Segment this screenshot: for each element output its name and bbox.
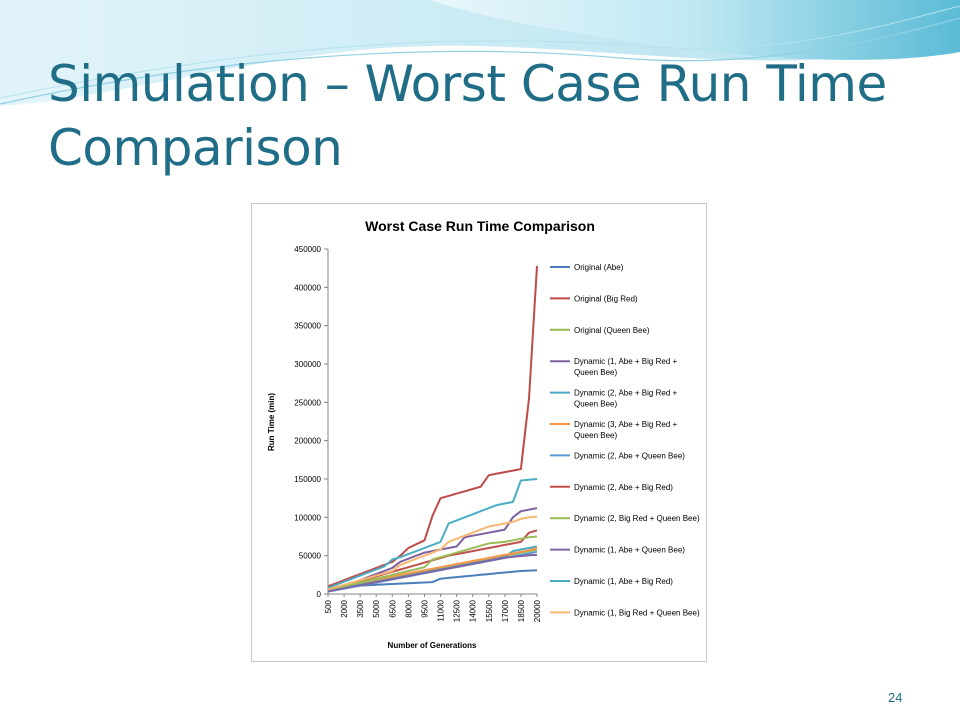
legend-label-12: Dynamic (1, Big Red + Queen Bee): [574, 608, 700, 617]
x-tick-label: 17000: [501, 599, 510, 622]
series-line-12: [327, 515, 538, 591]
line-chart: Worst Case Run Time Comparison Run Time …: [267, 218, 700, 650]
y-tick-label: 50000: [299, 552, 322, 561]
y-axis-label: Run Time (min): [267, 393, 276, 451]
chart-axes: [327, 249, 537, 595]
y-tick-label: 400000: [294, 283, 321, 292]
series-lines: [327, 265, 538, 593]
legend-label-10: Dynamic (1, Abe + Queen Bee): [574, 546, 685, 555]
legend-label-7: Dynamic (2, Abe + Queen Bee): [574, 451, 685, 460]
x-tick-label: 15500: [485, 599, 494, 622]
series-line-11: [327, 478, 538, 589]
x-tick-label: 14000: [469, 599, 478, 622]
x-tick-label: 12500: [453, 599, 462, 622]
x-tick-label: 6500: [388, 599, 397, 617]
header-swoosh-line: [0, 17, 960, 105]
legend-label-2: Original (Big Red): [574, 294, 638, 303]
legend-label-line: Queen Bee): [574, 368, 617, 377]
chart-title: Worst Case Run Time Comparison: [365, 218, 595, 234]
header-swoosh-line-2: [0, 5, 960, 99]
x-tick-label: 500: [324, 599, 333, 613]
series-line-4: [327, 507, 538, 592]
slide-title: Simulation – Worst Case Run Time Compari…: [48, 55, 887, 177]
legend-label-line: Original (Abe): [574, 263, 624, 272]
x-tick-label: 2000: [340, 599, 349, 617]
page-number: 24: [888, 690, 903, 705]
x-tick-label: 8000: [404, 599, 413, 617]
legend-label-9: Dynamic (2, Big Red + Queen Bee): [574, 514, 700, 523]
legend-label-3: Original (Queen Bee): [574, 326, 650, 335]
legend-label-5: Dynamic (2, Abe + Big Red + Queen Bee): [574, 389, 677, 409]
legend-label-line: Original (Queen Bee): [574, 326, 650, 335]
y-tick-label: 250000: [294, 398, 321, 407]
legend-label-line: Dynamic (1, Abe + Queen Bee): [574, 546, 685, 555]
x-tick-label: 20000: [533, 599, 542, 622]
x-tick-label: 18500: [517, 599, 526, 622]
series-line-10: [327, 553, 538, 593]
legend-label-line: Dynamic (1, Abe + Big Red): [574, 577, 673, 586]
chart-container: Worst Case Run Time Comparison Run Time …: [251, 203, 707, 662]
legend-label-8: Dynamic (2, Abe + Big Red): [574, 483, 673, 492]
y-axis-ticks: 0 50000 100000 150000 200000 250000 300000 3500…: [294, 245, 328, 599]
y-tick-label: 0: [317, 590, 322, 599]
chart-legend: Original (Abe) Original (Big Red) Original…: [550, 263, 700, 617]
y-tick-label: 450000: [294, 245, 321, 254]
x-axis-label: Number of Generations: [388, 641, 477, 650]
legend-label-line: Dynamic (2, Abe + Big Red): [574, 483, 673, 492]
y-tick-label: 150000: [294, 475, 321, 484]
y-tick-label: 200000: [294, 437, 321, 446]
x-tick-label: 5000: [372, 599, 381, 617]
legend-label-line: Dynamic (1, Big Red + Queen Bee): [574, 608, 700, 617]
legend-label-line: Dynamic (2, Abe + Big Red +: [574, 389, 677, 398]
legend-label-4: Dynamic (1, Abe + Big Red + Queen Bee): [574, 357, 677, 377]
y-tick-label: 350000: [294, 322, 321, 331]
legend-label-1: Original (Abe): [574, 263, 624, 272]
legend-label-line: Original (Big Red): [574, 294, 638, 303]
series-line-9: [327, 535, 538, 592]
legend-label-line: Dynamic (2, Big Red + Queen Bee): [574, 514, 700, 523]
legend-label-line: Dynamic (3, Abe + Big Red +: [574, 420, 677, 429]
x-axis-ticks: 500 2000 3500 5000 6500 8000 9500 11000 12500 140…: [324, 594, 542, 622]
legend-label-line: Queen Bee): [574, 400, 617, 409]
x-tick-label: 9500: [420, 599, 429, 617]
y-tick-label: 100000: [294, 513, 321, 522]
y-tick-label: 300000: [294, 360, 321, 369]
legend-label-line: Queen Bee): [574, 431, 617, 440]
legend-label-line: Dynamic (1, Abe + Big Red +: [574, 357, 677, 366]
legend-label-11: Dynamic (1, Abe + Big Red): [574, 577, 673, 586]
legend-label-line: Dynamic (2, Abe + Queen Bee): [574, 451, 685, 460]
header-wave-dark: [430, 0, 960, 60]
series-line-2: [327, 265, 538, 588]
x-tick-label: 11000: [437, 599, 446, 621]
legend-label-6: Dynamic (3, Abe + Big Red + Queen Bee): [574, 420, 677, 440]
x-tick-label: 3500: [356, 599, 365, 617]
